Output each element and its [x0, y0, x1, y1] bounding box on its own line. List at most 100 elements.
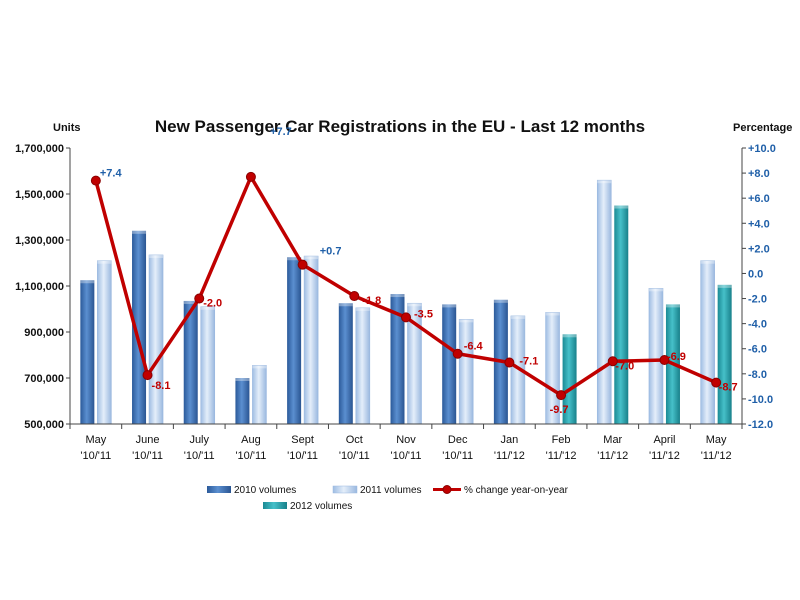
- pct-point: [90, 175, 101, 186]
- category-label-period: '10/'11: [235, 450, 266, 462]
- category-label-month: Oct: [346, 434, 363, 446]
- pct-point: [711, 377, 722, 388]
- bar-2011-top: [407, 303, 422, 307]
- pct-point: [142, 370, 153, 381]
- legend-swatch-2011: [332, 485, 358, 494]
- bar-2011: [596, 179, 612, 425]
- pct-data-label: -6.9: [667, 351, 686, 363]
- bar-2010: [235, 378, 250, 424]
- right-tick-label: -4.0: [748, 319, 767, 331]
- category-label-month: May: [706, 434, 727, 446]
- legend-label-2011: 2011 volumes: [360, 485, 422, 496]
- bar-2011-top: [97, 260, 112, 264]
- bar-2011: [303, 255, 319, 425]
- bar-2011: [97, 260, 112, 425]
- left-tick-label: 700,000: [24, 373, 64, 385]
- bar-2011-top: [200, 306, 215, 310]
- pct-point: [504, 357, 515, 368]
- pct-data-label: -8.7: [719, 382, 738, 394]
- pct-point: [297, 259, 308, 270]
- bar-2011: [148, 254, 164, 425]
- bar-2010: [338, 303, 353, 424]
- right-tick-label: -8.0: [748, 369, 767, 381]
- bar-2011-top: [149, 254, 164, 258]
- pct-data-label: -7.0: [615, 360, 634, 372]
- category-label-month: June: [136, 434, 160, 446]
- bar-2010-top: [183, 300, 198, 304]
- category-label-month: Mar: [603, 434, 622, 446]
- pct-point: [556, 390, 567, 401]
- bar-2011-top: [700, 260, 715, 264]
- bar-2011: [252, 365, 267, 425]
- bar-2010-top: [338, 303, 353, 307]
- category-label-month: Dec: [448, 434, 468, 446]
- left-tick-label: 900,000: [24, 327, 64, 339]
- category-label-month: July: [189, 434, 209, 446]
- bar-2010: [132, 230, 147, 424]
- pct-point: [401, 312, 411, 323]
- legend: 2010 volumes 2011 volumes % change year-…: [207, 485, 569, 512]
- bar-2010: [442, 304, 457, 424]
- left-tick-label: 1,300,000: [15, 235, 64, 247]
- category-label-period: '11/'12: [597, 450, 628, 462]
- bar-2011-top: [459, 319, 474, 323]
- left-axis-title: Units: [53, 122, 81, 134]
- bar-2010-top: [235, 378, 250, 381]
- bar-2011-top: [304, 256, 319, 260]
- pct-point: [659, 355, 670, 366]
- category-label-month: May: [85, 434, 106, 446]
- bar-2010: [183, 300, 198, 424]
- right-tick-label: +10.0: [748, 143, 776, 155]
- category-label-period: '11/'12: [494, 450, 525, 462]
- category-label-period: '10/'11: [80, 450, 111, 462]
- right-tick-label: +6.0: [748, 193, 770, 205]
- right-tick-label: +8.0: [748, 168, 770, 180]
- category-label-month: Aug: [241, 434, 261, 446]
- bar-2012-top: [614, 205, 629, 209]
- legend-swatch-2012: [263, 502, 287, 509]
- bar-2011-top: [252, 365, 267, 369]
- category-label-period: '10/'11: [391, 450, 422, 462]
- bar-2012-top: [665, 304, 680, 308]
- bar-2010-top: [390, 294, 405, 298]
- category-label-period: '10/'11: [442, 450, 473, 462]
- category-label-period: '10/'11: [339, 450, 370, 462]
- axes-group: 500,000 700,000 900,000 1,100,000 1,300,000 1…: [15, 143, 776, 462]
- pct-point: [607, 356, 618, 367]
- pct-point: [194, 293, 205, 304]
- category-label-month: April: [653, 434, 675, 446]
- chart-title: New Passenger Car Registrations in the E…: [155, 117, 645, 136]
- bars-group: [80, 179, 732, 425]
- bar-2011: [200, 306, 216, 425]
- right-tick-label: 0.0: [748, 268, 763, 280]
- bar-2010: [287, 257, 302, 424]
- bar-2011-top: [597, 180, 612, 184]
- pct-data-label: -9.7: [550, 404, 569, 416]
- bar-2011: [458, 319, 474, 425]
- bar-2010-top: [442, 304, 457, 308]
- left-tick-label: 1,100,000: [15, 281, 64, 293]
- pct-data-label: +7.7: [270, 126, 292, 138]
- category-label-month: Sept: [291, 434, 314, 446]
- pct-data-label: -3.5: [414, 308, 433, 320]
- bar-2011-top: [355, 307, 370, 311]
- pct-data-label: -7.1: [519, 356, 538, 368]
- labels-group: +7.4 -8.1 -2.0 +7.7 +0.7 -1.8 -3.5 -6.4 -7.1 -9.7…: [100, 126, 738, 416]
- category-label-period: '11/'12: [546, 450, 577, 462]
- bar-2010-top: [132, 230, 147, 234]
- pct-data-label: -8.1: [152, 380, 171, 392]
- category-label-period: '11/'12: [649, 450, 680, 462]
- right-tick-label: -12.0: [748, 419, 773, 431]
- right-tick-label: +2.0: [748, 243, 770, 255]
- pct-point: [349, 291, 360, 302]
- bar-2010: [390, 294, 405, 424]
- legend-marker-pct: [442, 485, 452, 494]
- pct-data-label: -1.8: [362, 295, 381, 307]
- legend-swatch-2010: [207, 486, 231, 493]
- category-label-period: '10/'11: [132, 450, 163, 462]
- pct-data-label: -6.4: [464, 341, 484, 353]
- bar-2010-top: [80, 280, 95, 284]
- bar-2012-top: [562, 334, 577, 338]
- right-tick-label: -6.0: [748, 344, 767, 356]
